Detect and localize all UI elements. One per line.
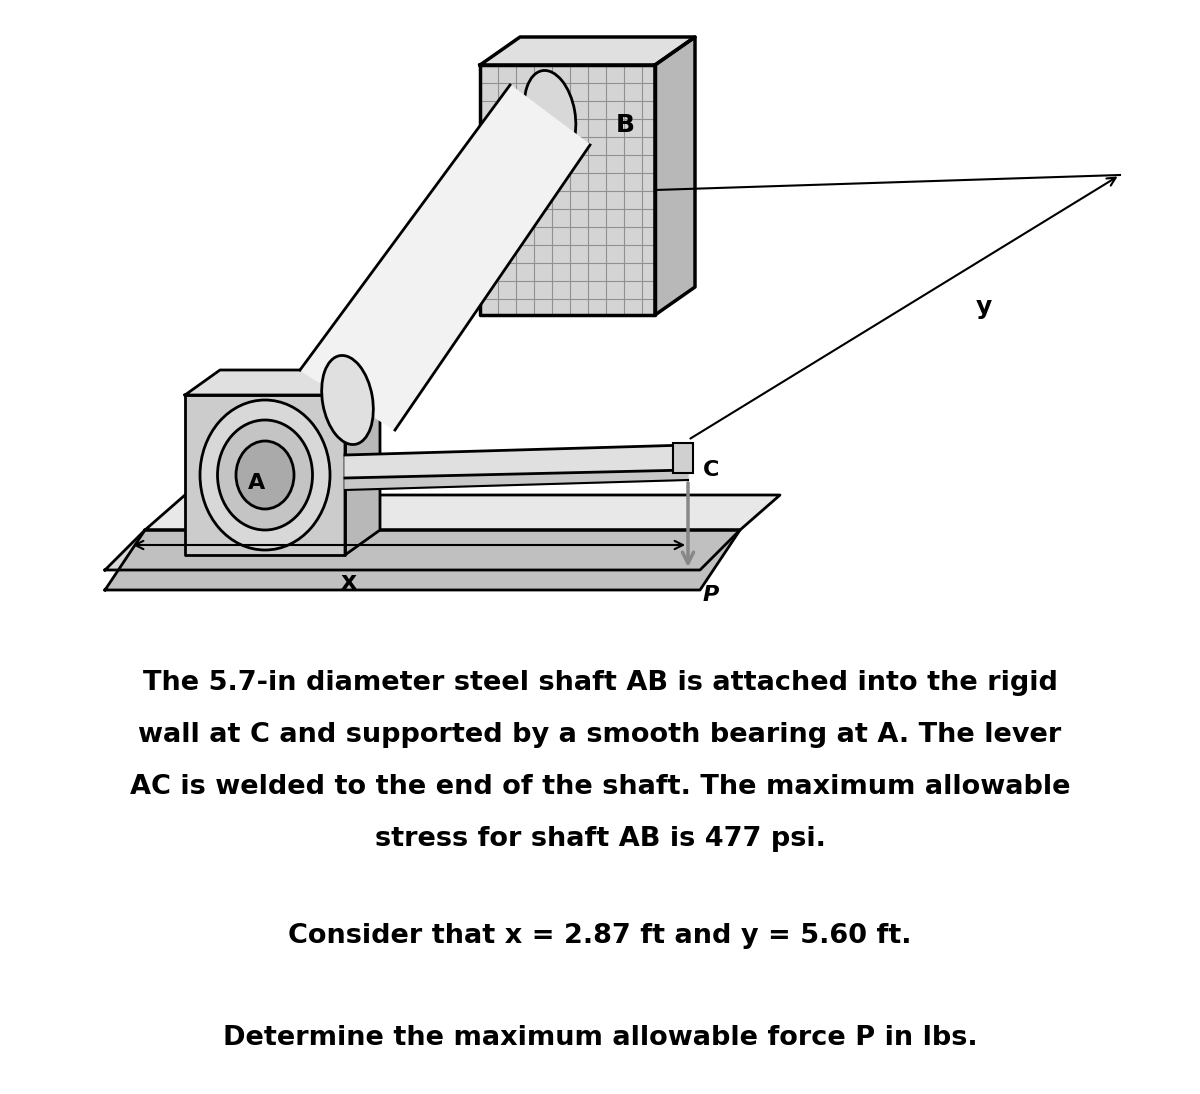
Polygon shape [346, 445, 688, 478]
Text: C: C [703, 459, 719, 480]
Text: B: B [616, 113, 635, 137]
Polygon shape [480, 37, 695, 65]
Polygon shape [106, 529, 740, 570]
Text: wall at C and supported by a smooth bearing at A. The lever: wall at C and supported by a smooth bear… [138, 722, 1062, 748]
Polygon shape [300, 85, 590, 430]
Text: A: A [248, 473, 265, 493]
Text: x: x [341, 570, 358, 594]
Bar [673, 443, 694, 473]
Polygon shape [185, 395, 346, 555]
Text: y: y [976, 295, 992, 319]
Polygon shape [106, 529, 740, 590]
Polygon shape [346, 470, 688, 490]
Ellipse shape [200, 400, 330, 550]
Text: AC is welded to the end of the shaft. The maximum allowable: AC is welded to the end of the shaft. Th… [130, 773, 1070, 800]
Polygon shape [185, 370, 380, 395]
Polygon shape [655, 37, 695, 315]
Polygon shape [346, 370, 380, 555]
Text: The 5.7-in diameter steel shaft AB is attached into the rigid: The 5.7-in diameter steel shaft AB is at… [143, 670, 1057, 696]
Ellipse shape [524, 70, 576, 160]
Text: stress for shaft AB is 477 psi.: stress for shaft AB is 477 psi. [374, 826, 826, 852]
Polygon shape [145, 494, 780, 529]
Ellipse shape [217, 420, 312, 529]
Polygon shape [480, 65, 655, 315]
Ellipse shape [322, 356, 373, 444]
Text: Consider that x = 2.87 ft and y = 5.60 ft.: Consider that x = 2.87 ft and y = 5.60 f… [288, 923, 912, 948]
Text: Determine the maximum allowable force P in lbs.: Determine the maximum allowable force P … [223, 1025, 977, 1051]
Ellipse shape [236, 441, 294, 509]
Text: P: P [703, 585, 719, 605]
